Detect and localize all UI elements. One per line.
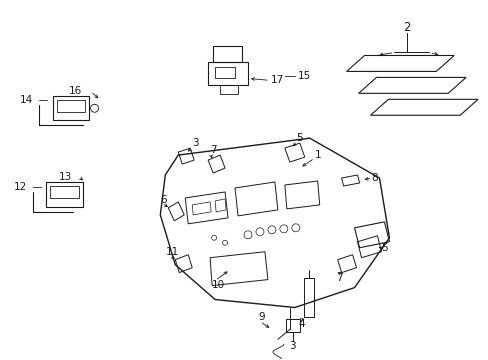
Text: 2: 2 xyxy=(403,21,410,34)
Text: 8: 8 xyxy=(370,173,377,183)
Text: 3: 3 xyxy=(289,341,296,351)
Text: 7: 7 xyxy=(336,273,342,283)
Text: 1: 1 xyxy=(314,150,321,160)
Text: 17: 17 xyxy=(271,75,284,85)
Text: 6: 6 xyxy=(160,195,166,205)
Text: 16: 16 xyxy=(69,86,82,96)
Text: 5: 5 xyxy=(296,133,303,143)
Text: 9: 9 xyxy=(258,312,264,323)
Text: 3: 3 xyxy=(191,138,198,148)
Text: 12: 12 xyxy=(14,182,27,192)
Text: 4: 4 xyxy=(298,319,305,329)
Text: 10: 10 xyxy=(211,280,224,289)
Text: 7: 7 xyxy=(209,145,216,155)
Text: 14: 14 xyxy=(20,95,33,105)
Text: 15: 15 xyxy=(298,71,311,81)
Text: 11: 11 xyxy=(165,247,179,257)
Text: 13: 13 xyxy=(59,172,72,182)
Text: 5: 5 xyxy=(380,243,387,253)
